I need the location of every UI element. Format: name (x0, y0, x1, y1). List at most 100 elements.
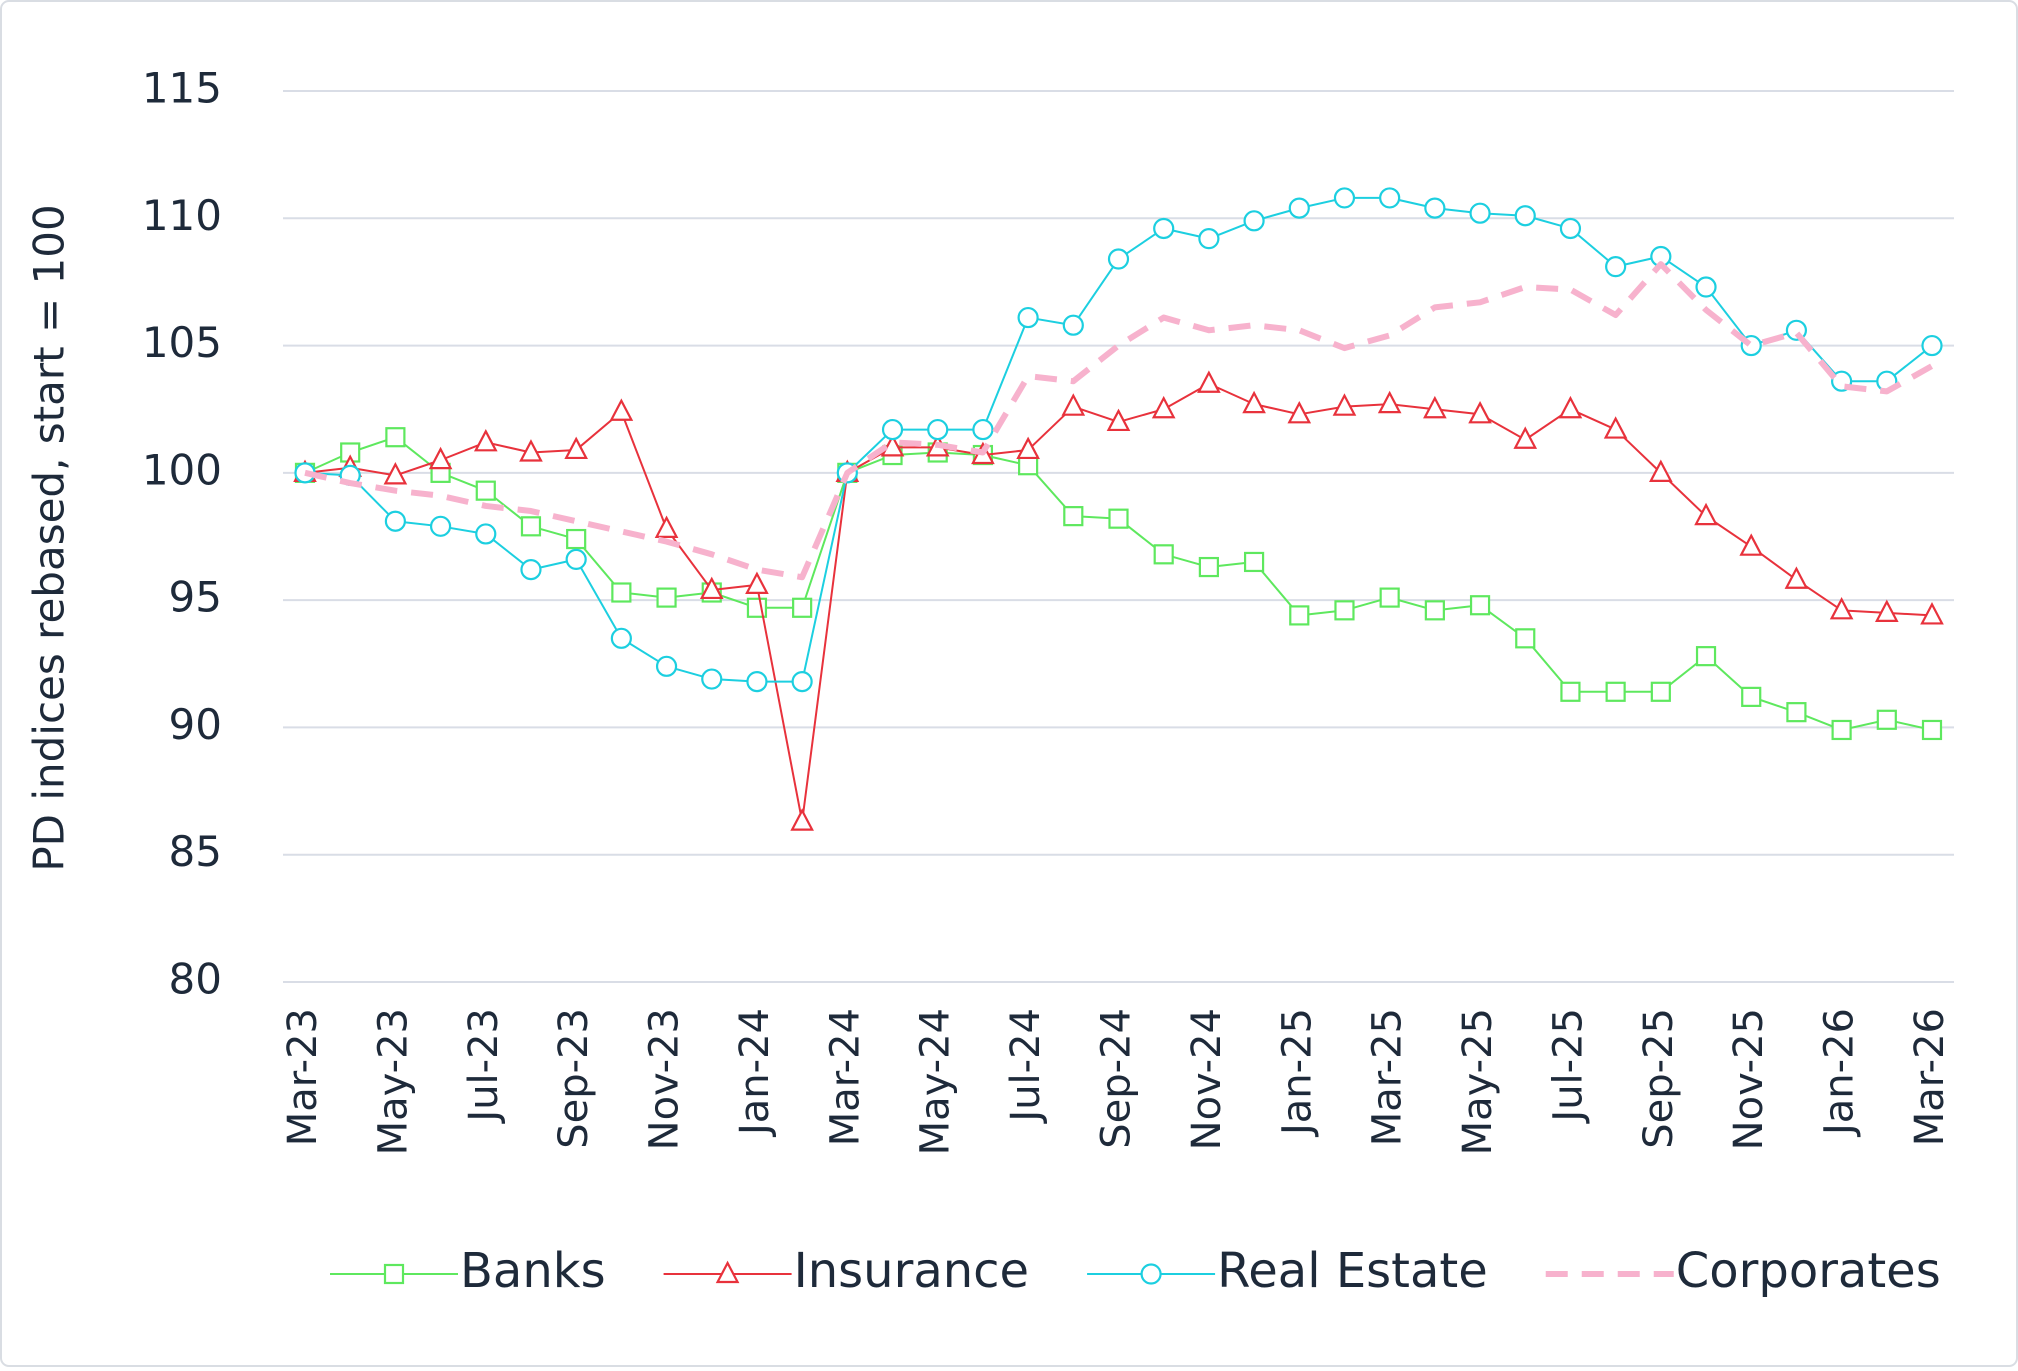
data-point (1424, 197, 1446, 219)
data-point (655, 655, 678, 677)
data-point (1153, 217, 1175, 240)
data-point (1243, 551, 1265, 573)
data-point (1605, 681, 1626, 702)
data-point (746, 671, 768, 693)
data-point (1784, 566, 1809, 589)
data-point (1379, 587, 1400, 608)
x-tick-label: Nov-23 (642, 1008, 688, 1150)
data-point (790, 808, 814, 831)
data-point (1379, 187, 1401, 209)
x-tick-label: Sep-23 (551, 1008, 597, 1149)
data-point (792, 597, 813, 618)
data-point (699, 576, 724, 600)
data-point (1831, 719, 1852, 741)
data-point (519, 439, 543, 462)
data-point (1423, 395, 1447, 419)
data-point (611, 582, 632, 603)
data-point (1198, 556, 1219, 578)
data-point (1332, 393, 1357, 416)
x-tick-label: Jan-26 (1817, 1008, 1863, 1138)
x-tick-label: Jul-24 (1003, 1008, 1049, 1125)
data-point (428, 446, 453, 470)
x-tick-label: Mar-25 (1365, 1008, 1411, 1146)
data-point (1062, 314, 1084, 336)
data-point (610, 627, 632, 649)
data-point (1153, 544, 1174, 565)
data-point (927, 418, 949, 441)
x-tick-label: Sep-25 (1636, 1008, 1682, 1149)
y-tick-label: 85 (169, 827, 222, 876)
x-tick-label: Mar-24 (822, 1008, 868, 1146)
x-tick-label: Mar-23 (280, 1008, 326, 1146)
data-point (1016, 436, 1040, 460)
x-tick-label: Nov-25 (1726, 1008, 1772, 1150)
legend-marker (715, 1260, 740, 1284)
data-point (475, 523, 497, 545)
data-point (1649, 459, 1673, 482)
data-point (654, 515, 679, 538)
y-tick-label: 100 (142, 445, 222, 494)
data-point (1289, 605, 1310, 626)
data-point (1921, 334, 1943, 357)
data-point (383, 462, 408, 485)
data-point (656, 587, 677, 608)
legend-label: Real Estate (1217, 1243, 1488, 1299)
data-point (1151, 395, 1176, 419)
data-point (429, 515, 452, 537)
legend-marker (383, 1263, 405, 1285)
data-point (1874, 599, 1899, 622)
data-point (1106, 408, 1131, 432)
data-point (1694, 502, 1718, 526)
y-tick-label: 105 (142, 318, 222, 367)
data-point (1469, 595, 1491, 616)
data-point (1288, 197, 1310, 219)
data-point (1468, 400, 1492, 424)
legend-label: Insurance (794, 1243, 1030, 1299)
data-point (745, 571, 769, 594)
x-tick-label: Jan-24 (732, 1008, 778, 1138)
data-point (1107, 248, 1130, 270)
x-tick-label: Sep-24 (1094, 1008, 1140, 1149)
x-tick-label: Jul-25 (1545, 1008, 1591, 1125)
x-tick-label: Jul-23 (461, 1008, 507, 1125)
data-point (1739, 533, 1764, 556)
y-tick-label: 80 (169, 955, 222, 1004)
x-tick-label: May-23 (370, 1008, 416, 1155)
data-point (1650, 681, 1671, 702)
data-point (385, 427, 406, 448)
x-tick-label: Nov-24 (1184, 1008, 1230, 1150)
x-tick-label: Mar-26 (1907, 1008, 1953, 1146)
x-tick-label: Jan-25 (1274, 1008, 1320, 1138)
y-tick-label: 110 (142, 191, 222, 240)
data-point (1334, 600, 1355, 621)
data-point (1605, 256, 1627, 278)
data-point (1017, 306, 1039, 329)
data-point (1424, 600, 1445, 621)
data-point (609, 398, 634, 421)
data-point (1921, 719, 1943, 741)
data-point (972, 418, 994, 441)
data-point (1513, 426, 1538, 449)
data-point (1377, 390, 1402, 414)
data-point (791, 671, 813, 693)
y-axis-label: PD indices rebased, start = 100 (25, 204, 74, 871)
data-point (1243, 210, 1265, 232)
data-point (1469, 202, 1491, 224)
data-point (1061, 393, 1086, 416)
data-point (384, 510, 406, 532)
y-tick-label: 95 (169, 573, 222, 622)
data-point (473, 428, 498, 452)
data-point (1920, 602, 1944, 625)
data-point (1695, 646, 1717, 667)
data-point (701, 668, 723, 690)
data-point (520, 558, 542, 581)
data-point (475, 480, 496, 501)
data-point (1876, 709, 1897, 730)
data-point (1695, 276, 1717, 298)
legend-label: Corporates (1676, 1243, 1941, 1299)
x-tick-label: May-25 (1455, 1008, 1501, 1155)
data-point (1242, 390, 1266, 414)
legend-marker (1140, 1263, 1162, 1285)
